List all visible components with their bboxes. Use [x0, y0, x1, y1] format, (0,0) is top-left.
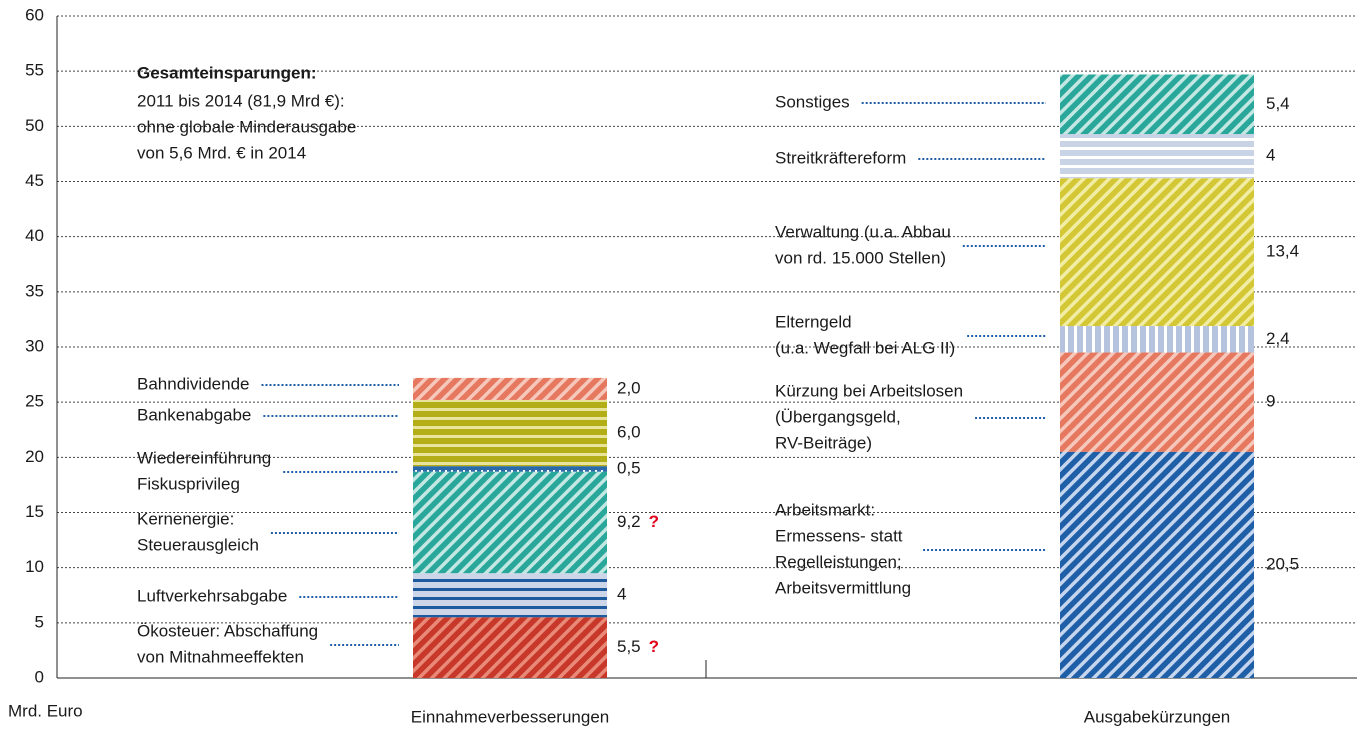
annotation-line: von 5,6 Mrd. € in 2014 [137, 143, 306, 162]
segment-label: von Mitnahmeeffekten [137, 647, 304, 666]
value-label: 4 [1266, 146, 1275, 165]
y-tick-label: 35 [25, 281, 44, 300]
value-label: 13,4 [1266, 242, 1299, 261]
segment-label: Luftverkehrsabgabe [137, 586, 287, 605]
segment-label: RV-Beiträge) [775, 433, 872, 452]
note-mark: ? [649, 637, 659, 656]
segment-label: Steuerausgleich [137, 535, 259, 554]
bar-segment [1060, 178, 1254, 327]
y-tick-label: 30 [25, 336, 44, 355]
value-label: 9,2 [617, 512, 641, 531]
segment-label: Fiskusprivileg [137, 474, 240, 493]
bar-segment [1060, 326, 1254, 353]
bar-segment [1060, 134, 1254, 179]
value-label: 5,5 [617, 637, 641, 656]
y-tick-label: 5 [35, 612, 44, 631]
segment-label: Ermessens- statt [775, 526, 903, 545]
segment-label: von rd. 15.000 Stellen) [775, 248, 946, 267]
y-tick-label: 40 [25, 226, 44, 245]
segment-label: Verwaltung (u.a. Abbau [775, 222, 951, 241]
bar-segment [413, 617, 607, 678]
bar-segment [413, 399, 607, 467]
y-tick-label: 20 [25, 447, 44, 466]
y-tick-label: 10 [25, 557, 44, 576]
annotation-title: Gesamteinsparungen: [137, 63, 317, 82]
bar-segment [1060, 74, 1254, 135]
x-tick-label: Einnahmeverbesserungen [411, 707, 609, 726]
segment-label: Wiedereinführung [137, 448, 271, 467]
y-tick-label: 45 [25, 171, 44, 190]
segment-label: Elterngeld [775, 312, 852, 331]
y-tick-label: 55 [25, 61, 44, 80]
y-axis-label: Mrd. Euro [8, 701, 83, 720]
value-label: 2,0 [617, 378, 641, 397]
value-label: 5,4 [1266, 94, 1290, 113]
y-tick-label: 25 [25, 392, 44, 411]
bar-segment [413, 471, 607, 574]
y-tick-label: 0 [35, 667, 44, 686]
x-tick-label: Ausgabekürzungen [1084, 707, 1231, 726]
annotation-line: ohne globale Minderausgabe [137, 117, 356, 136]
y-tick-label: 15 [25, 502, 44, 521]
value-label: 0,5 [617, 458, 641, 477]
segment-label: Streitkräftereform [775, 148, 906, 167]
segment-label: Bankenabgabe [137, 405, 251, 424]
segment-label: Ökosteuer: Abschaffung [137, 621, 318, 640]
bar-segment [413, 466, 607, 472]
segment-label: Kürzung bei Arbeitslosen [775, 381, 963, 400]
segment-label: Arbeitsmarkt: [775, 500, 875, 519]
value-label: 2,4 [1266, 329, 1290, 348]
segment-label: Sonstiges [775, 92, 850, 111]
segment-label: Kernenergie: [137, 509, 234, 528]
y-tick-label: 50 [25, 116, 44, 135]
bar-segment [413, 377, 607, 400]
bar-segment [1060, 451, 1254, 678]
note-mark: ? [649, 512, 659, 531]
value-label: 9 [1266, 392, 1275, 411]
value-label: 20,5 [1266, 554, 1299, 573]
value-label: 6,0 [617, 423, 641, 442]
segment-label: (u.a. Wegfall bei ALG II) [775, 338, 955, 357]
segment-label: Regelleistungen; [775, 552, 902, 571]
value-label: 4 [617, 585, 626, 604]
annotation-line: 2011 bis 2014 (81,9 Mrd €): [137, 91, 345, 110]
bar-segment [413, 573, 607, 618]
segment-label: Bahndividende [137, 374, 249, 393]
segment-label: (Übergangsgeld, [775, 407, 901, 426]
bar-segment [1060, 352, 1254, 452]
y-tick-label: 60 [25, 5, 44, 24]
segment-label: Arbeitsvermittlung [775, 578, 911, 597]
